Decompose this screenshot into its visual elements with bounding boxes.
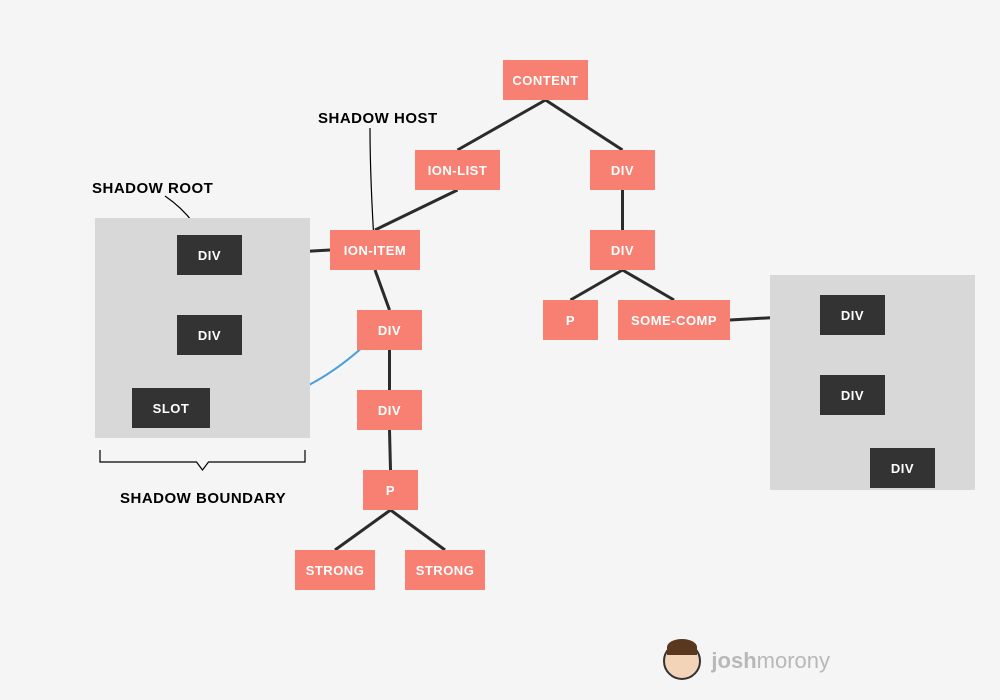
node-p_r: P [543, 300, 598, 340]
node-rs_div1: DIV [820, 295, 885, 335]
node-somecomp: SOME-COMP [618, 300, 730, 340]
node-div_m2: DIV [357, 390, 422, 430]
diagram-canvas: CONTENT ION-LIST DIV ION-ITEM DIV DIV P SOME-CO… [0, 0, 1000, 700]
node-rs_div2: DIV [820, 375, 885, 415]
edge-p_m-strong1 [335, 510, 391, 550]
node-slot: SLOT [132, 388, 210, 428]
node-ionitem: ION-ITEM [330, 230, 420, 270]
edge-div_r2-p_r [571, 270, 623, 300]
node-div_m1: DIV [357, 310, 422, 350]
boundary-bracket [100, 450, 305, 470]
node-ionlist: ION-LIST [415, 150, 500, 190]
node-div_r2: DIV [590, 230, 655, 270]
edge-ionlist-ionitem [375, 190, 458, 230]
label-lbl_boundary: SHADOW BOUNDARY [120, 490, 286, 507]
edge-ionitem-div_m1 [375, 270, 390, 310]
label-lbl_root: SHADOW ROOT [92, 180, 213, 197]
node-p_m: P [363, 470, 418, 510]
logo-text: joshmorony [711, 648, 830, 674]
label-lbl_host: SHADOW HOST [318, 110, 438, 127]
node-strong2: STRONG [405, 550, 485, 590]
node-div_r1: DIV [590, 150, 655, 190]
node-sh_div2: DIV [177, 315, 242, 355]
logo-light: morony [757, 648, 830, 673]
node-sh_div1: DIV [177, 235, 242, 275]
edge-p_m-strong2 [391, 510, 446, 550]
logo-bold: josh [711, 648, 756, 673]
node-strong1: STRONG [295, 550, 375, 590]
node-rs_div3: DIV [870, 448, 935, 488]
edge-content-div_r1 [546, 100, 623, 150]
logo: joshmorony [663, 642, 830, 680]
edge-div_m2-p_m [390, 430, 391, 470]
node-content: CONTENT [503, 60, 588, 100]
edge-content-ionlist [458, 100, 546, 150]
avatar-icon [663, 642, 701, 680]
edge-div_r2-somecomp [623, 270, 675, 300]
